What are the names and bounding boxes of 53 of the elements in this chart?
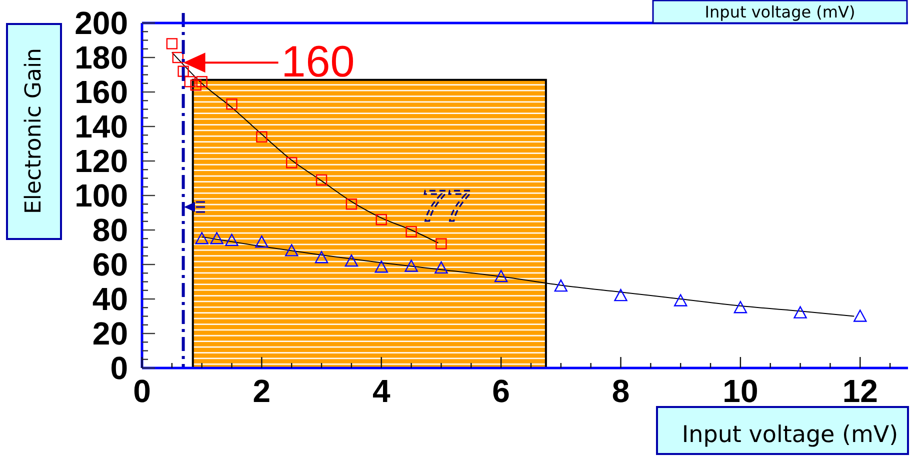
y-tick-label: 0 (110, 350, 128, 386)
point (404, 260, 418, 272)
y-tick-label: 60 (92, 246, 128, 282)
point (196, 76, 208, 88)
y-tick-label: 120 (74, 143, 128, 179)
point (406, 226, 417, 238)
point (256, 131, 268, 142)
point (172, 52, 184, 64)
point (286, 157, 298, 168)
point (376, 214, 387, 226)
y-tick-label: 40 (92, 281, 128, 317)
y-tick-label: 140 (74, 108, 128, 144)
point (674, 294, 688, 306)
point (178, 66, 189, 77)
y-tick-label: 160 (74, 74, 128, 110)
point (316, 174, 328, 186)
x-axis-title: Input voltage (mV) (682, 422, 898, 448)
point (434, 261, 448, 274)
point (255, 235, 268, 248)
point (166, 38, 178, 50)
point (210, 232, 224, 244)
point (195, 232, 208, 244)
point (494, 270, 508, 282)
point (614, 288, 628, 302)
y-tick-label: 20 (92, 316, 128, 352)
point (554, 279, 568, 292)
text: Input voltage (mV) (704, 2, 856, 22)
point (225, 234, 238, 246)
point (190, 80, 202, 91)
point (734, 301, 748, 314)
point (374, 260, 388, 273)
x-tick-label: 10 (722, 373, 758, 409)
point (794, 306, 807, 318)
y-tick-label: 200 (74, 5, 128, 41)
x-tick-label: 8 (612, 373, 630, 409)
y-tick-label: 180 (74, 40, 128, 76)
point (854, 310, 867, 322)
point (226, 98, 238, 110)
point (285, 244, 298, 256)
x-tick-label: 4 (372, 373, 390, 409)
x-tick-label: 12 (842, 373, 878, 409)
point (344, 254, 358, 267)
point (184, 76, 196, 88)
annotation: 160 (281, 38, 355, 87)
x-tick-label: 0 (133, 373, 151, 409)
point (436, 238, 447, 250)
y-tick-label: 80 (92, 212, 128, 248)
y-axis-title: Electronic Gain (22, 48, 46, 214)
y-tick-label: 100 (74, 178, 128, 214)
x-tick-label: 2 (252, 373, 271, 409)
point (346, 198, 358, 210)
point (314, 251, 328, 264)
x-tick-label: 6 (492, 373, 510, 409)
